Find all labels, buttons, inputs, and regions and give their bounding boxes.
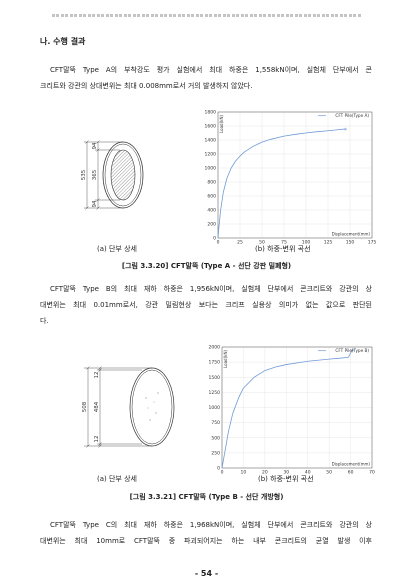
paragraph-line: CFT말뚝 Type A의 부착강도 평가 실험에서 최대 하중은 1,558k… (50, 66, 372, 74)
concrete-core (110, 149, 136, 201)
y-tick-label: 1200 (205, 152, 217, 158)
y-tick-label: 1600 (205, 124, 217, 130)
subfigure-caption-a: (a) 단부 상세 (97, 475, 137, 483)
section-heading: 나. 수행 결과 (40, 37, 86, 46)
series-end-marker (351, 348, 355, 351)
concrete-aggregate-dots (145, 392, 159, 421)
y-tick-label: 800 (207, 180, 216, 186)
pipe-outer-wall (129, 367, 175, 447)
paragraph-line: CFT말뚝 Type C의 최대 재하 하중은 1,968kN이며, 실험체 단… (50, 521, 372, 529)
y-tick-label: 1250 (209, 390, 221, 396)
pipe-inner-wall (131, 369, 173, 445)
x-axis-label: Displacement(mm) (332, 462, 371, 467)
x-tick-label: 25 (237, 240, 243, 246)
figure-caption: [그림 3.3.20] CFT말뚝 (Type A - 선단 강판 밀폐형) (121, 262, 292, 270)
y-tick-label: 0 (213, 236, 216, 242)
y-tick-label: 250 (211, 450, 220, 456)
subfigure-caption-a: (a) 단부 상세 (97, 245, 137, 253)
x-tick-label: 75 (281, 240, 287, 246)
dimension-lines (84, 366, 152, 448)
dimension-label-top: 94 (92, 142, 98, 149)
plot-area (218, 112, 372, 238)
y-tick-label: 2000 (209, 345, 221, 351)
x-tick-label: 60 (348, 470, 354, 476)
legend-label: CFT Pile(Type B) (335, 348, 369, 353)
y-tick-label: 1400 (205, 138, 217, 144)
y-tick-label: 200 (207, 222, 216, 228)
x-tick-label: 150 (346, 240, 355, 246)
dimension-label-bottom: 94 (92, 200, 98, 207)
x-tick-label: 70 (369, 470, 375, 476)
series-line (217, 128, 346, 239)
y-tick-label: 500 (211, 435, 220, 441)
y-tick-label: 600 (207, 194, 216, 200)
x-tick-label: 30 (283, 470, 289, 476)
dimension-label-middle: 365 (92, 169, 98, 180)
paragraph-line: 다. (40, 317, 49, 325)
series-end-marker (344, 127, 348, 131)
y-axis-label: Load(kN) (223, 350, 228, 368)
x-tick-label: 0 (217, 240, 220, 246)
x-tick-label: 40 (305, 470, 311, 476)
x-axis-label: Displacement(mm) (332, 232, 371, 237)
y-tick-label: 750 (211, 420, 220, 426)
y-tick-label: 1000 (209, 405, 221, 411)
load-displacement-chart: 0 10 20 30 40 50 60 70 0 250 500 750 1000 1250 1500 175… (209, 345, 375, 476)
dimension-lines (84, 140, 123, 210)
dimension-label-middle: 484 (94, 401, 100, 412)
y-tick-label: 1750 (209, 360, 221, 366)
pile-end-detail-diagram: 535 94 365 94 (81, 140, 144, 210)
x-tick-label: 20 (262, 470, 268, 476)
figure-caption: [그림 3.3.21] CFT말뚝 (Type B - 선단 개방형) (129, 493, 284, 501)
x-tick-label: 0 (221, 470, 224, 476)
dimension-label-overall: 508 (82, 401, 88, 412)
running-header (52, 14, 362, 17)
load-displacement-chart: 0 25 50 75 100 125 150 175 0 200 400 600 800 1000 1200… (205, 110, 377, 246)
y-tick-label: 1000 (205, 166, 217, 172)
paragraph-line: 크리트와 강관의 상대변위는 최대 0.008mm로서 거의 발생하지 않았다. (40, 82, 253, 90)
x-tick-label: 100 (302, 240, 311, 246)
y-tick-label: 1500 (209, 375, 221, 381)
dimension-label-overall: 535 (81, 169, 87, 180)
paragraph-line: 대변위는 최대 0.01mm로서, 강관 밀림현상 보다는 크리프 실용상 의미… (40, 301, 372, 309)
x-tick-label: 125 (324, 240, 333, 246)
x-tick-label: 50 (326, 470, 332, 476)
x-tick-label: 10 (241, 470, 247, 476)
page-number: - 54 - (194, 569, 219, 578)
dimension-label-bottom: 12 (94, 436, 100, 443)
paragraph-line: 대변위는 최대 10mm로 CFT말뚝 중 파괴되어지는 하는 내부 콘크리트의… (40, 537, 372, 545)
subfigure-caption-b: (b) 하중-변위 곡선 (255, 245, 311, 253)
plot-frame (221, 346, 373, 469)
x-tick-label: 50 (259, 240, 265, 246)
subfigure-caption-b: (b) 하중-변위 곡선 (258, 475, 314, 483)
y-tick-label: 1800 (205, 110, 217, 116)
paragraph-line: CFT말뚝 Type B의 최대 재하 하중은 1,956kN이며, 실험체 단… (50, 285, 372, 293)
legend-label: CFT Pile(Type A) (335, 113, 369, 118)
dimension-label-top: 12 (94, 372, 100, 379)
x-tick-label: 175 (368, 240, 377, 246)
plot-frame (217, 111, 373, 239)
y-axis-label: Load(kN) (219, 115, 224, 133)
y-tick-label: 400 (207, 208, 216, 214)
pile-end-detail-diagram: 508 12 484 12 (82, 366, 175, 448)
y-tick-label: 0 (217, 466, 220, 472)
pipe-inner-wall (104, 143, 142, 207)
series-line (221, 349, 354, 469)
